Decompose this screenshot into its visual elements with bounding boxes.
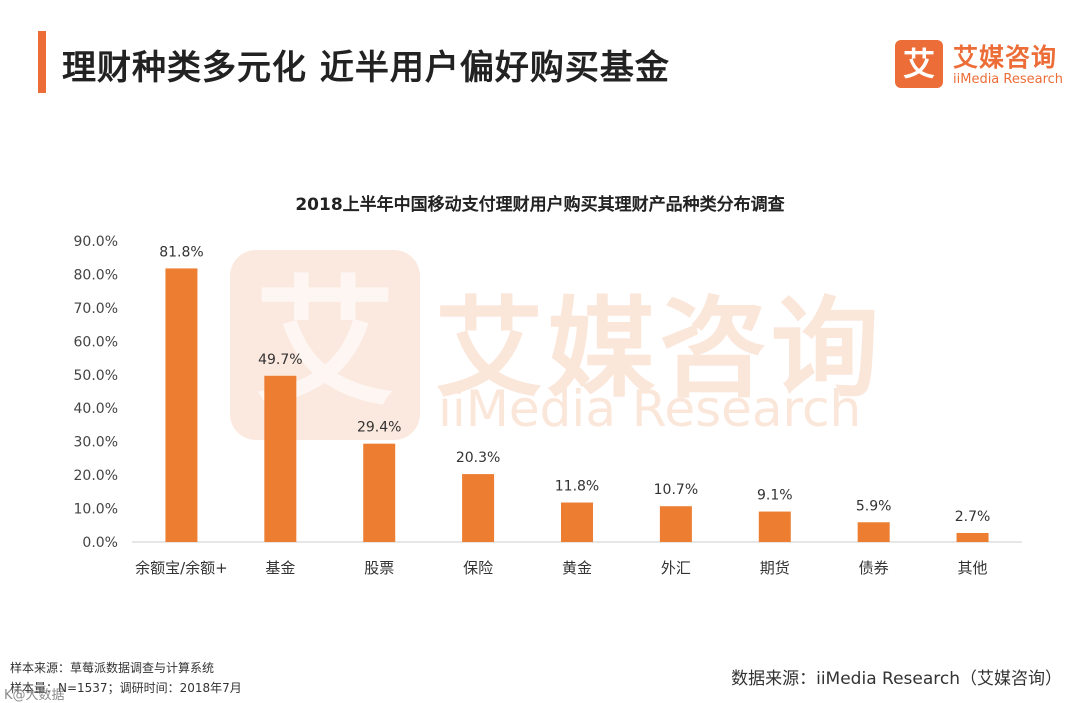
y-tick-label: 30.0%: [74, 435, 118, 451]
y-tick-label: 40.0%: [74, 401, 118, 417]
title-accent-bar: [38, 31, 46, 93]
x-category-label: 其他: [958, 559, 988, 577]
bar-value-label: 29.4%: [357, 420, 401, 436]
bar: [363, 443, 396, 542]
y-tick-label: 10.0%: [74, 502, 118, 518]
y-tick-label: 70.0%: [74, 301, 118, 317]
watermark-name-en: iiMedia Research: [438, 380, 862, 438]
bar-value-label: 9.1%: [757, 488, 793, 504]
bar-value-label: 20.3%: [456, 450, 500, 466]
logo-name-en: iiMedia Research: [953, 72, 1064, 87]
y-tick-label: 50.0%: [74, 368, 118, 384]
y-tick-label: 0.0%: [82, 535, 118, 551]
iimedia-logo: 艾 艾媒咨询 iiMedia Research: [895, 40, 1070, 92]
sample-size: 样本量：N=1537；调研时间：2018年7月: [10, 681, 242, 695]
x-category-label: 债券: [859, 559, 889, 577]
bar-value-label: 49.7%: [258, 352, 302, 368]
bar-value-label: 2.7%: [955, 509, 991, 525]
page-title: 理财种类多元化 近半用户偏好购买基金: [62, 48, 670, 88]
bar: [659, 506, 692, 542]
x-category-label: 黄金: [562, 559, 592, 577]
x-category-label: 外汇: [661, 559, 691, 577]
watermark-name-cn: 艾媒咨询: [435, 287, 884, 412]
sample-source: 样本来源：草莓派数据调查与计算系统: [10, 661, 215, 675]
bar: [165, 268, 198, 542]
watermark-mark: 艾: [230, 250, 420, 440]
bar: [264, 375, 297, 542]
y-tick-label: 90.0%: [74, 234, 118, 250]
bar: [462, 474, 495, 542]
x-category-label: 余额宝/余额+: [135, 559, 228, 577]
data-source: 数据来源：iiMedia Research（艾媒咨询）: [731, 669, 1062, 689]
y-tick-label: 20.0%: [74, 468, 118, 484]
bar-value-label: 11.8%: [555, 479, 599, 495]
corner-watermark: K@大数据: [4, 688, 65, 703]
bar: [561, 502, 593, 542]
x-category-label: 保险: [463, 559, 493, 577]
bar: [956, 532, 989, 542]
footer-sample-info: 样本来源：草莓派数据调查与计算系统 样本量：N=1537；调研时间：2018年7…: [10, 658, 242, 698]
y-tick-label: 60.0%: [74, 334, 118, 350]
logo-name-cn: 艾媒咨询: [953, 43, 1058, 72]
bar: [857, 522, 890, 542]
logo-mark: 艾: [895, 40, 943, 88]
bar-value-label: 81.8%: [159, 244, 203, 260]
x-category-label: 期货: [760, 559, 790, 577]
x-category-label: 基金: [265, 559, 295, 577]
bar: [758, 511, 791, 542]
chart-title: 2018上半年中国移动支付理财用户购买其理财产品种类分布调查: [295, 195, 785, 215]
x-category-label: 股票: [364, 559, 394, 577]
y-tick-label: 80.0%: [74, 267, 118, 283]
bar-value-label: 10.7%: [654, 482, 698, 498]
bar-value-label: 5.9%: [856, 498, 892, 514]
